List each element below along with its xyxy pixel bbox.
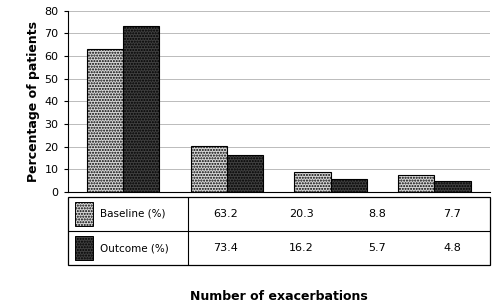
Text: 8.8: 8.8: [368, 209, 386, 219]
Bar: [190, 146, 227, 192]
Bar: [227, 156, 263, 192]
Text: 5.7: 5.7: [368, 243, 386, 253]
Y-axis label: Percentage of patients: Percentage of patients: [27, 21, 40, 182]
Bar: [330, 179, 367, 192]
Text: 4.8: 4.8: [444, 243, 461, 253]
Text: Baseline (%): Baseline (%): [100, 209, 165, 219]
Text: 16.2: 16.2: [289, 243, 314, 253]
Text: 20.3: 20.3: [289, 209, 314, 219]
Bar: [75, 202, 93, 226]
Text: 7.7: 7.7: [444, 209, 461, 219]
Bar: [294, 172, 330, 192]
Text: Number of exacerbations: Number of exacerbations: [190, 290, 368, 303]
Text: 73.4: 73.4: [213, 243, 238, 253]
Bar: [75, 236, 93, 260]
Text: 63.2: 63.2: [214, 209, 238, 219]
Bar: [398, 175, 434, 192]
Text: Outcome (%): Outcome (%): [100, 243, 168, 253]
Bar: [434, 181, 471, 192]
Bar: [86, 49, 123, 192]
Bar: [123, 26, 160, 192]
